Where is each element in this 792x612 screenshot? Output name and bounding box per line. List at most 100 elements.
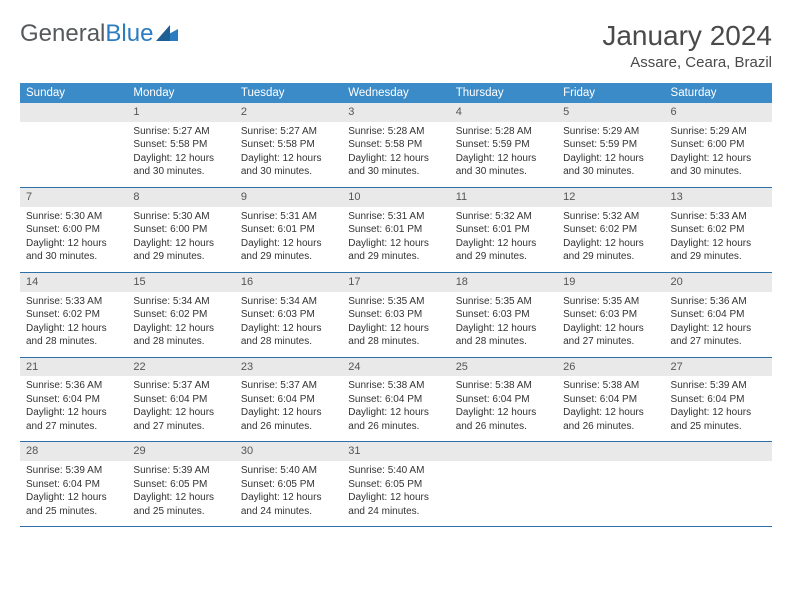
day-header: Sunday: [20, 83, 127, 103]
day-detail-cell: [20, 122, 127, 188]
sunrise-text: Sunrise: 5:28 AM: [348, 125, 443, 139]
sunrise-text: Sunrise: 5:33 AM: [671, 210, 766, 224]
day-number-cell: 26: [557, 357, 664, 376]
day-number: 4: [456, 105, 551, 120]
sunrise-text: Sunrise: 5:39 AM: [133, 464, 228, 478]
day-detail-cell: [450, 461, 557, 527]
daylight-text: Daylight: 12 hours and 30 minutes.: [26, 237, 121, 264]
day-header: Saturday: [665, 83, 772, 103]
daylight-text: Daylight: 12 hours and 24 minutes.: [241, 491, 336, 518]
day-number-cell: 17: [342, 272, 449, 291]
detail-row: Sunrise: 5:39 AMSunset: 6:04 PMDaylight:…: [20, 461, 772, 527]
daylight-text: Daylight: 12 hours and 30 minutes.: [563, 152, 658, 179]
day-number-cell: 9: [235, 187, 342, 206]
day-number: 24: [348, 360, 443, 375]
daylight-text: Daylight: 12 hours and 29 minutes.: [348, 237, 443, 264]
day-detail-cell: Sunrise: 5:34 AMSunset: 6:02 PMDaylight:…: [127, 292, 234, 358]
calendar-header-row: SundayMondayTuesdayWednesdayThursdayFrid…: [20, 83, 772, 103]
day-detail-cell: Sunrise: 5:30 AMSunset: 6:00 PMDaylight:…: [20, 207, 127, 273]
daylight-text: Daylight: 12 hours and 27 minutes.: [563, 322, 658, 349]
sunset-text: Sunset: 6:05 PM: [133, 478, 228, 492]
day-number: 20: [671, 275, 766, 290]
daylight-text: Daylight: 12 hours and 28 minutes.: [133, 322, 228, 349]
daylight-text: Daylight: 12 hours and 29 minutes.: [456, 237, 551, 264]
day-number: 28: [26, 444, 121, 459]
day-number-cell: 10: [342, 187, 449, 206]
daylight-text: Daylight: 12 hours and 29 minutes.: [133, 237, 228, 264]
sunset-text: Sunset: 6:02 PM: [26, 308, 121, 322]
calendar-body: 123456 Sunrise: 5:27 AM Sunset: 5:58 PM Day…: [20, 103, 772, 527]
sunrise-text: Sunrise: 5:32 AM: [563, 210, 658, 224]
sunrise-text: Sunrise: 5:29 AM: [563, 125, 658, 139]
day-number: 8: [133, 190, 228, 205]
sunset-text: Sunset: 6:04 PM: [671, 308, 766, 322]
day-number-cell: [20, 103, 127, 122]
daylight-text: Daylight: 12 hours and 26 minutes.: [348, 406, 443, 433]
day-number: 30: [241, 444, 336, 459]
daylight-text: Daylight: 12 hours and 30 minutes.: [133, 152, 228, 179]
header: GeneralBlue January 2024 Assare, Ceara, …: [20, 20, 772, 71]
day-number: 15: [133, 275, 228, 290]
day-number-cell: 31: [342, 442, 449, 461]
logo-flag-icon: [156, 20, 178, 48]
sunset-text: Sunset: 6:00 PM: [133, 223, 228, 237]
daylight-text: Daylight: 12 hours and 26 minutes.: [456, 406, 551, 433]
day-header: Monday: [127, 83, 234, 103]
day-number: 31: [348, 444, 443, 459]
sunset-text: Sunset: 5:59 PM: [456, 138, 551, 152]
title-block: January 2024 Assare, Ceara, Brazil: [602, 20, 772, 71]
day-number: 7: [26, 190, 121, 205]
sunset-text: Sunset: 6:04 PM: [456, 393, 551, 407]
location-text: Assare, Ceara, Brazil: [602, 54, 772, 71]
sunrise-text: Sunrise: 5:31 AM: [348, 210, 443, 224]
calendar-table: SundayMondayTuesdayWednesdayThursdayFrid…: [20, 83, 772, 527]
day-number-cell: 15: [127, 272, 234, 291]
sunrise-text: Sunrise: 5:35 AM: [348, 295, 443, 309]
day-number-cell: 6: [665, 103, 772, 122]
day-number-cell: 24: [342, 357, 449, 376]
day-detail-cell: Sunrise: 5:32 AMSunset: 6:01 PMDaylight:…: [450, 207, 557, 273]
daylight-text: Daylight: 12 hours and 25 minutes.: [26, 491, 121, 518]
day-detail-cell: Sunrise: 5:39 AMSunset: 6:04 PMDaylight:…: [665, 376, 772, 442]
day-detail-cell: Sunrise: 5:36 AMSunset: 6:04 PMDaylight:…: [665, 292, 772, 358]
sunrise-text: Sunrise: 5:29 AM: [671, 125, 766, 139]
day-number-cell: 23: [235, 357, 342, 376]
day-detail-cell: Sunrise: 5:35 AMSunset: 6:03 PMDaylight:…: [557, 292, 664, 358]
sunrise-text: Sunrise: 5:27 AM: [133, 125, 228, 139]
day-detail-cell: [557, 461, 664, 527]
day-detail-cell: Sunrise: 5:32 AMSunset: 6:02 PMDaylight:…: [557, 207, 664, 273]
day-detail-cell: Sunrise: 5:39 AMSunset: 6:05 PMDaylight:…: [127, 461, 234, 527]
day-number-cell: 11: [450, 187, 557, 206]
sunrise-text: Sunrise: 5:34 AM: [241, 295, 336, 309]
sunrise-text: Sunrise: 5:35 AM: [563, 295, 658, 309]
sunrise-text: Sunrise: 5:40 AM: [348, 464, 443, 478]
detail-row: Sunrise: 5:30 AMSunset: 6:00 PMDaylight:…: [20, 207, 772, 273]
day-detail-cell: Sunrise: 5:28 AMSunset: 5:59 PMDaylight:…: [450, 122, 557, 188]
daynum-row: 123456: [20, 103, 772, 122]
day-number-cell: 28: [20, 442, 127, 461]
sunset-text: Sunset: 5:58 PM: [241, 138, 336, 152]
day-detail-cell: Sunrise: 5:34 AMSunset: 6:03 PMDaylight:…: [235, 292, 342, 358]
day-detail-cell: Sunrise: 5:31 AMSunset: 6:01 PMDaylight:…: [235, 207, 342, 273]
detail-row: Sunrise: 5:33 AMSunset: 6:02 PMDaylight:…: [20, 292, 772, 358]
daylight-text: Daylight: 12 hours and 28 minutes.: [26, 322, 121, 349]
day-number-cell: 2: [235, 103, 342, 122]
daylight-text: Daylight: 12 hours and 30 minutes.: [456, 152, 551, 179]
sunset-text: Sunset: 6:02 PM: [133, 308, 228, 322]
day-detail-cell: Sunrise: 5:37 AMSunset: 6:04 PMDaylight:…: [127, 376, 234, 442]
day-detail-cell: Sunrise: 5:29 AMSunset: 6:00 PMDaylight:…: [665, 122, 772, 188]
sunset-text: Sunset: 6:04 PM: [133, 393, 228, 407]
sunrise-text: Sunrise: 5:28 AM: [456, 125, 551, 139]
day-number-cell: 30: [235, 442, 342, 461]
sunrise-text: Sunrise: 5:37 AM: [241, 379, 336, 393]
detail-row: Sunrise: 5:36 AMSunset: 6:04 PMDaylight:…: [20, 376, 772, 442]
detail-row: Sunrise: 5:27 AM Sunset: 5:58 PM Daylight:…: [20, 122, 772, 188]
day-number: 25: [456, 360, 551, 375]
day-detail-cell: Sunrise: 5:27 AMSunset: 5:58 PMDaylight:…: [127, 122, 234, 188]
day-number: 6: [671, 105, 766, 120]
sunset-text: Sunset: 6:00 PM: [26, 223, 121, 237]
day-number-cell: [557, 442, 664, 461]
day-number-cell: 13: [665, 187, 772, 206]
day-number-cell: 22: [127, 357, 234, 376]
sunrise-text: Sunrise: 5:38 AM: [348, 379, 443, 393]
